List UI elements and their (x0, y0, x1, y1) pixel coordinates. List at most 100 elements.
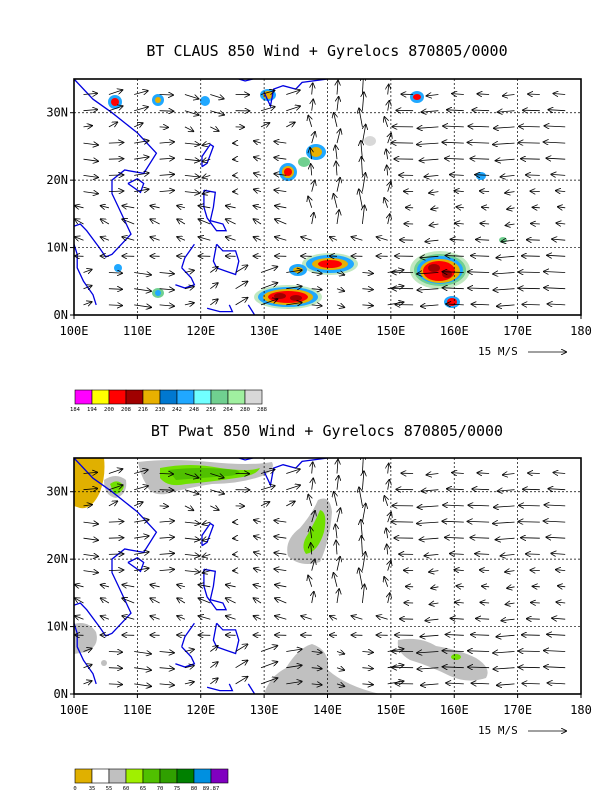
wind-vector (274, 569, 287, 571)
wind-vector (260, 502, 269, 506)
colorbar-swatch (159, 768, 178, 784)
wind-vector (507, 208, 515, 209)
wind-vector (177, 585, 186, 587)
wind-vector (544, 288, 566, 289)
wind-vector (210, 299, 217, 306)
wind-vector (336, 273, 344, 275)
y-tick-label: 10N (46, 241, 68, 255)
colorbar-swatch (108, 389, 127, 405)
wind-vector (335, 146, 337, 160)
panel1-coastlines (74, 79, 329, 315)
wind-vector (286, 286, 301, 288)
wind-vector (431, 208, 439, 209)
coastline-segment (203, 189, 228, 232)
wind-vector (418, 506, 439, 507)
wind-vector (556, 223, 566, 224)
wind-vector (274, 158, 287, 160)
wind-vector (480, 223, 490, 224)
wind-vector (556, 602, 566, 603)
wind-vector (275, 237, 287, 240)
wind-vector (184, 571, 199, 573)
x-tick-label: 140E (313, 324, 342, 338)
wind-vector (254, 189, 262, 191)
wind-vector (362, 92, 364, 111)
wind-vector (472, 683, 490, 684)
wind-vector (421, 305, 439, 306)
wind-vector (108, 668, 122, 669)
wind-vector (522, 683, 540, 684)
wind-vector (388, 101, 390, 111)
wind-vector (122, 598, 135, 604)
wind-vector (184, 649, 194, 651)
wind-vector (226, 206, 236, 208)
wind-vector (260, 662, 277, 669)
wind-vector (286, 90, 300, 95)
wind-vector (450, 554, 464, 555)
wind-vector (494, 127, 515, 128)
wind-vector (274, 174, 287, 176)
wind-vector (83, 175, 98, 177)
wind-vector (274, 141, 287, 143)
wind-vector (184, 143, 199, 145)
wind-vector (312, 462, 313, 474)
wind-vector (384, 198, 388, 208)
wind-vector (83, 472, 98, 473)
wind-vector (527, 619, 540, 620)
wind-vector (108, 273, 122, 274)
wind-vector (388, 561, 391, 571)
wind-vector (337, 97, 339, 111)
wind-vector (150, 219, 160, 225)
wind-vector (184, 270, 194, 272)
wind-vector (551, 553, 566, 554)
wind-vector (470, 538, 490, 539)
wind-vector (274, 520, 287, 522)
wind-vector (177, 616, 186, 619)
wind-vector (159, 506, 168, 507)
wind-vector (548, 489, 566, 490)
wind-vector (159, 668, 174, 669)
wind-vector (159, 569, 174, 570)
wind-vector (452, 94, 464, 95)
x-tick-label: 120E (186, 324, 215, 338)
wind-vector (312, 511, 315, 523)
x-tick-label: 100E (60, 703, 89, 717)
wind-vector (311, 652, 322, 653)
wind-vector (362, 668, 372, 669)
wind-vector (468, 126, 490, 127)
wind-vector (548, 304, 566, 305)
wind-vector (429, 192, 439, 193)
wind-vector (425, 240, 439, 241)
colorbar-label: 264 (223, 407, 234, 413)
wind-vector (134, 141, 148, 143)
wind-vector (472, 304, 490, 305)
svg-text:15 M/S: 15 M/S (478, 724, 518, 737)
wind-vector (417, 143, 439, 144)
wind-vector (388, 182, 391, 192)
wind-vector (311, 289, 322, 290)
wind-vector (108, 106, 123, 112)
wind-vector (210, 127, 218, 131)
wind-vector (552, 239, 566, 240)
wind-vector (336, 668, 344, 670)
wind-vector (443, 651, 464, 652)
wind-vector (545, 505, 566, 506)
colorbar-swatch (142, 768, 161, 784)
wind-vector (199, 206, 211, 208)
panel2-wind-vectors (75, 458, 566, 686)
wind-vector (551, 174, 566, 175)
coastline-segment (206, 304, 234, 313)
wind-vector (498, 111, 515, 112)
wind-vector (134, 486, 148, 490)
wind-vector (159, 158, 174, 159)
y-tick-label: 0N (54, 687, 68, 701)
wind-vector (526, 554, 540, 555)
wind-vector (519, 126, 540, 127)
wind-vector (210, 267, 217, 273)
wind-vector (388, 464, 389, 474)
x-tick-label: 170E (503, 324, 532, 338)
wind-vector (417, 289, 439, 290)
wind-vector (501, 619, 515, 620)
wind-vector (203, 538, 211, 540)
wind-vector (526, 175, 540, 176)
wind-vector (226, 598, 236, 604)
